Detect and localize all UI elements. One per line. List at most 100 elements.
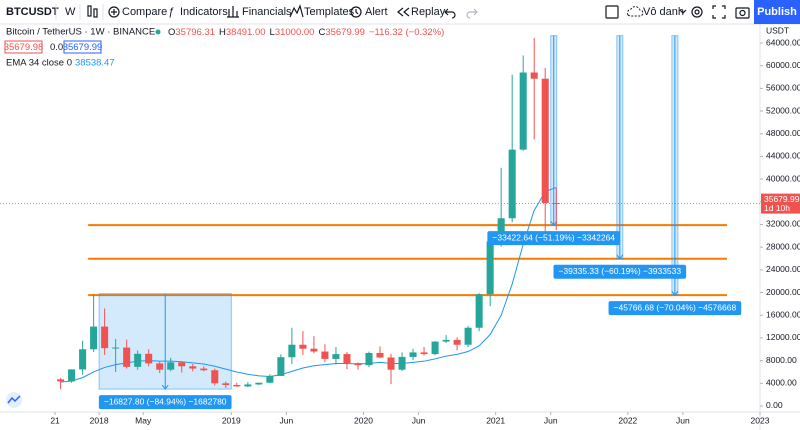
spread: 0.01 — [50, 42, 69, 53]
redo-icon[interactable] — [466, 8, 478, 19]
currency-label: USDT — [766, 25, 789, 35]
x-tick-label: 2019 — [222, 415, 241, 425]
candle-body — [145, 353, 153, 364]
cloud-icon — [626, 6, 644, 17]
tradingview-logo — [6, 392, 22, 408]
y-tick-label: 20000.00 — [766, 287, 800, 297]
measure-label: −33422.64 (−51.19%) −3342264 — [487, 231, 621, 246]
x-tick-label: Jun — [280, 415, 294, 425]
ohlc-key: C — [318, 27, 325, 38]
indicators-icon: ƒ — [168, 6, 174, 18]
x-tick-label: May — [135, 415, 152, 425]
y-tick-label: 24000.00 — [766, 264, 800, 274]
symbol[interactable]: BTCUSDT — [6, 6, 59, 18]
y-tick-label: 52000.00 — [766, 105, 800, 115]
candle-body — [277, 357, 285, 376]
y-tick-label: 64000.00 — [766, 37, 800, 47]
candle-body — [497, 218, 505, 242]
candle-body — [464, 327, 472, 345]
y-tick-label: 0.00 — [766, 400, 783, 410]
candle-body — [310, 348, 318, 352]
candle-body — [398, 356, 406, 370]
plus-icon — [111, 9, 117, 15]
measure-label: −16827.80 (−84.94%) −1682780 — [98, 395, 232, 410]
toolbar-bg — [0, 0, 800, 24]
legend: Bitcoin / TetherUS · 1W · BINANCE O35796… — [4, 27, 445, 69]
bid: 35679.98 — [4, 42, 44, 53]
ohlc-key: O — [168, 27, 175, 38]
y-tick-label: 44000.00 — [766, 151, 800, 161]
candle-body — [420, 352, 428, 355]
x-tick-label: Jun — [544, 415, 558, 425]
candle-body — [530, 72, 538, 79]
measure-text: −39335.33 (−60.19%) −3933533 — [558, 266, 681, 276]
indicators-button[interactable]: Indicators — [180, 6, 228, 18]
alert-button[interactable]: Alert — [365, 6, 388, 18]
candle-body — [222, 383, 230, 386]
layout-icon[interactable] — [605, 5, 619, 19]
candle-body — [189, 366, 197, 369]
ask: 35679.99 — [63, 42, 103, 53]
candle-body — [343, 354, 351, 364]
x-tick-label: 21 — [50, 415, 60, 425]
measure-arrowhead — [161, 384, 169, 390]
candle-body — [508, 149, 516, 219]
interval[interactable]: W — [65, 6, 76, 18]
candle-body — [167, 362, 175, 370]
candle-body — [376, 352, 384, 358]
measure-arrowhead — [671, 290, 679, 296]
measure-text: −33422.64 (−51.19%) −3342264 — [492, 232, 615, 242]
ohlc-value: 35796.31 — [175, 27, 215, 38]
y-tick-label: 32000.00 — [766, 219, 800, 229]
x-tick-label: Jun — [676, 415, 690, 425]
candle-body — [387, 357, 395, 370]
candle-body — [453, 339, 461, 345]
candle-body — [244, 384, 252, 387]
measure-label-box — [98, 395, 232, 410]
y-tick-label: 28000.00 — [766, 241, 800, 251]
settings-icon[interactable] — [691, 6, 703, 18]
candle-body — [68, 369, 76, 382]
alert-icon — [350, 6, 362, 18]
templates-button[interactable]: Templates — [304, 6, 355, 18]
replay-button[interactable]: Replay — [411, 6, 446, 18]
alert-hands — [355, 9, 359, 15]
candle-body — [211, 370, 219, 384]
measure-label-box — [487, 231, 621, 246]
snapshot-icon[interactable] — [735, 7, 750, 19]
x-tick-label: 2020 — [354, 415, 373, 425]
replay-icon — [397, 7, 410, 17]
legend-title: Bitcoin / TetherUS · 1W · BINANCE — [6, 27, 155, 38]
undo-icon[interactable] — [444, 8, 456, 19]
financials-icon — [227, 6, 239, 18]
candle-body — [288, 344, 296, 358]
legend-ohlc: O35796.31 H38491.00 L31000.00 C35679.99 −116… — [168, 27, 444, 38]
bid-box[interactable] — [4, 40, 43, 54]
ema-line — [60, 186, 557, 383]
ask-box[interactable] — [63, 40, 102, 54]
candle-body — [134, 353, 142, 367]
snapshot-lens — [739, 9, 746, 17]
publish-button[interactable] — [754, 0, 800, 24]
compare-icon — [108, 6, 120, 18]
y-tick-label: 12000.00 — [766, 332, 800, 342]
ohlc-key: H — [219, 27, 226, 38]
x-tick-label: 2021 — [486, 415, 505, 425]
financials-button[interactable]: Financials — [242, 6, 292, 18]
candle-body — [112, 347, 120, 349]
candle-icon — [93, 8, 98, 18]
y-tick-label: 40000.00 — [766, 173, 800, 183]
fullscreen-icon[interactable] — [712, 5, 726, 19]
candle-body — [299, 344, 307, 349]
candle-body — [156, 363, 164, 370]
measure-label-box — [608, 301, 742, 316]
toolbar: BTCUSDT W Compare ƒ Indicators Financial… — [0, 0, 800, 25]
layout-name[interactable]: Vô danh — [643, 6, 684, 18]
chart-type-icon[interactable] — [87, 5, 98, 18]
measure-label-box — [553, 264, 687, 279]
candle-body — [266, 375, 274, 383]
settings-hub — [694, 9, 700, 15]
logo-mark — [7, 395, 21, 404]
compare-button[interactable]: Compare — [122, 6, 167, 18]
y-tick-label: 16000.00 — [766, 309, 800, 319]
